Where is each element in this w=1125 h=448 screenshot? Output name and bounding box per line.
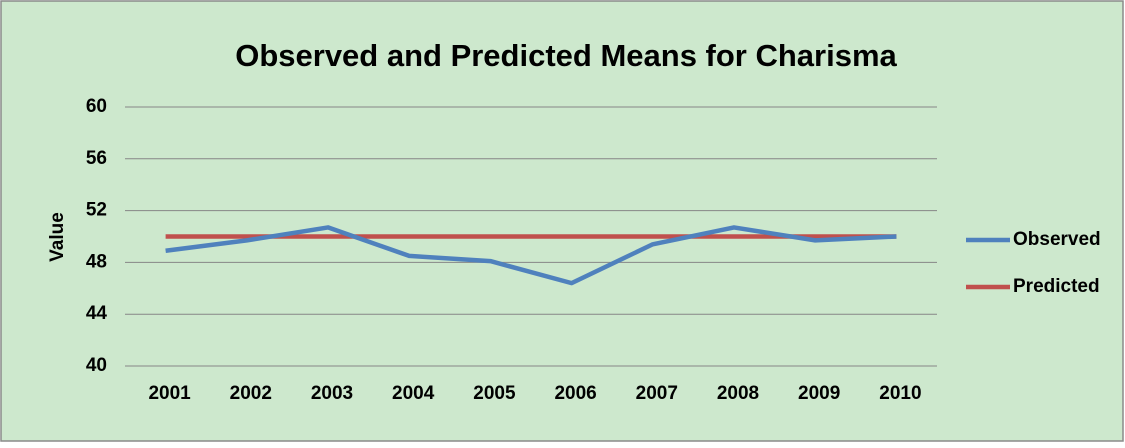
y-tick-label: 52	[86, 200, 107, 221]
series-line	[165, 225, 897, 286]
legend-label: Predicted	[1013, 276, 1100, 297]
y-tick-label: 44	[86, 303, 108, 324]
y-tick-label: 60	[86, 96, 107, 117]
y-axis-label: Value	[47, 212, 68, 262]
x-tick-label: 2001	[148, 383, 191, 404]
legend-label: Observed	[1013, 229, 1101, 250]
chart-title: Observed and Predicted Means for Charism…	[235, 38, 897, 73]
y-tick-label: 56	[86, 148, 107, 169]
x-tick-label: 2003	[311, 383, 353, 404]
x-tick-label: 2006	[554, 383, 596, 404]
x-tick-label: 2010	[879, 383, 921, 404]
x-tick-label: 2008	[717, 383, 759, 404]
x-tick-label: 2009	[798, 383, 840, 404]
y-tick-label: 40	[86, 355, 107, 376]
x-tick-label: 2002	[230, 383, 272, 404]
x-tick-label: 2007	[636, 383, 678, 404]
x-tick-label: 2005	[473, 383, 516, 404]
x-tick-label: 2004	[392, 383, 435, 404]
y-tick-label: 48	[86, 251, 107, 272]
